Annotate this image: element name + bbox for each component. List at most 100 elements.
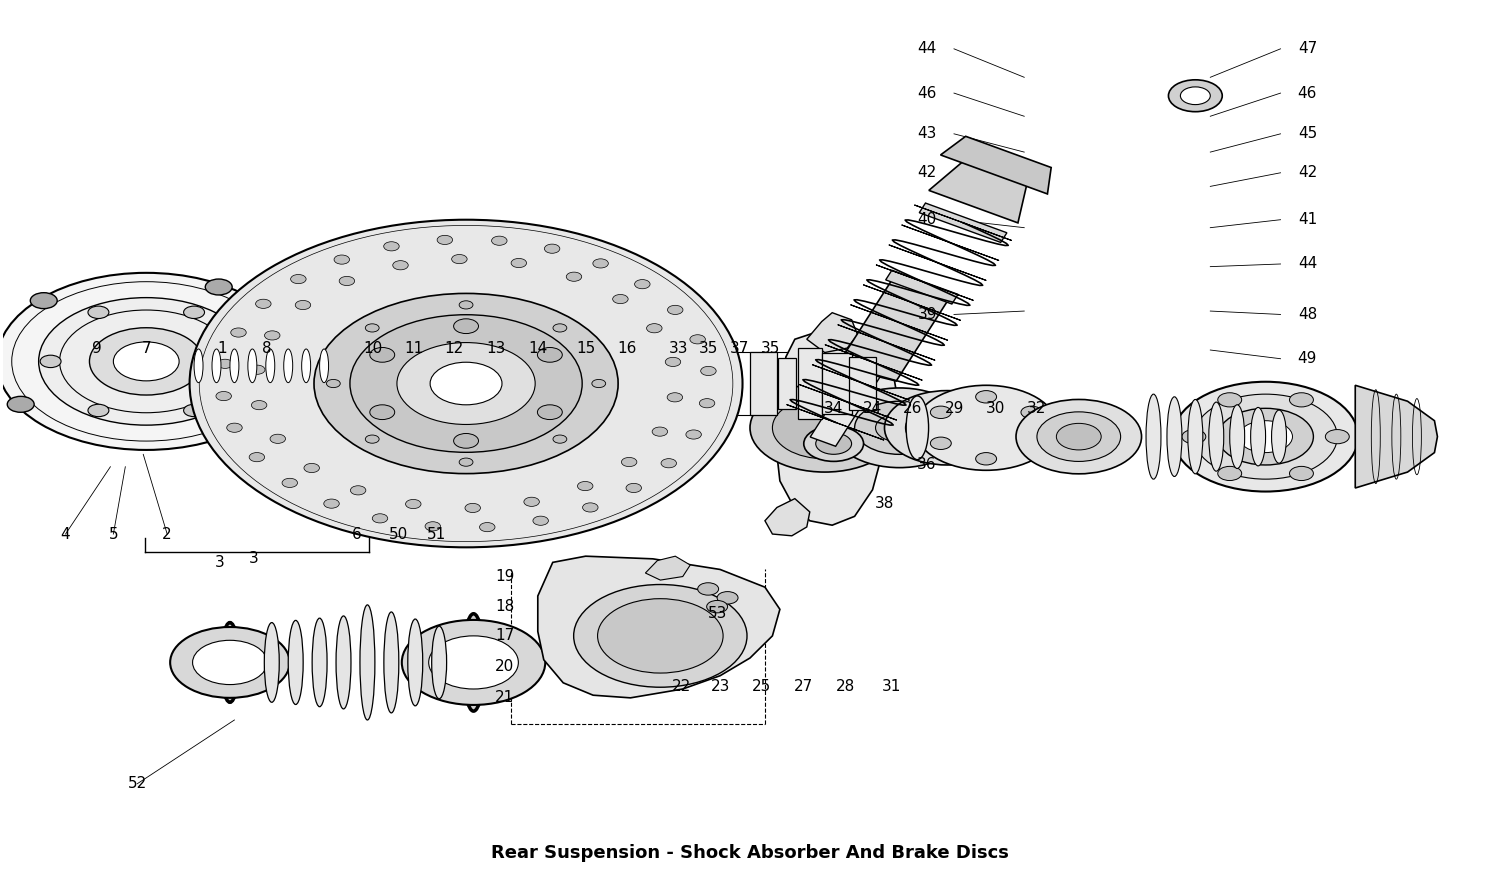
Circle shape <box>206 279 232 295</box>
Polygon shape <box>940 136 1052 194</box>
Circle shape <box>40 356 62 368</box>
Ellipse shape <box>432 626 447 699</box>
Circle shape <box>634 280 650 289</box>
Circle shape <box>524 497 540 506</box>
Circle shape <box>424 522 441 531</box>
Text: 39: 39 <box>918 307 938 322</box>
Polygon shape <box>777 331 897 525</box>
Bar <box>354 335 384 396</box>
Circle shape <box>1218 466 1242 480</box>
Circle shape <box>260 329 280 341</box>
Circle shape <box>30 292 57 308</box>
Circle shape <box>915 385 1058 470</box>
Circle shape <box>1182 429 1206 444</box>
Circle shape <box>537 405 562 420</box>
Polygon shape <box>810 366 880 446</box>
Ellipse shape <box>248 349 256 382</box>
Circle shape <box>430 363 502 405</box>
Circle shape <box>114 342 178 380</box>
Circle shape <box>554 435 567 443</box>
Circle shape <box>554 323 567 332</box>
Circle shape <box>314 293 618 474</box>
Circle shape <box>453 434 478 448</box>
Circle shape <box>664 357 681 366</box>
Text: 41: 41 <box>1298 212 1317 227</box>
Polygon shape <box>538 556 780 698</box>
Text: 46: 46 <box>1298 86 1317 101</box>
Text: 18: 18 <box>495 599 514 614</box>
Circle shape <box>592 258 609 268</box>
Circle shape <box>668 306 682 315</box>
Text: 36: 36 <box>916 457 936 472</box>
Ellipse shape <box>284 349 292 382</box>
Text: 34: 34 <box>824 401 843 416</box>
Ellipse shape <box>1146 394 1161 479</box>
Circle shape <box>216 391 231 401</box>
Circle shape <box>512 258 526 267</box>
Text: 19: 19 <box>495 569 514 584</box>
Text: 16: 16 <box>618 340 638 356</box>
Text: 1: 1 <box>217 340 228 356</box>
Circle shape <box>646 323 662 333</box>
Circle shape <box>327 380 340 388</box>
Ellipse shape <box>288 620 303 705</box>
Circle shape <box>833 388 966 468</box>
Circle shape <box>324 499 339 508</box>
Circle shape <box>1194 394 1338 479</box>
Circle shape <box>459 301 472 309</box>
Circle shape <box>39 298 254 425</box>
Circle shape <box>192 641 267 684</box>
Circle shape <box>453 319 478 333</box>
Text: 4: 4 <box>60 527 70 542</box>
Text: 37: 37 <box>730 340 748 356</box>
Text: Rear Suspension - Shock Absorber And Brake Discs: Rear Suspension - Shock Absorber And Bra… <box>490 844 1010 862</box>
Circle shape <box>1218 393 1242 407</box>
Circle shape <box>366 323 380 332</box>
Circle shape <box>366 435 380 443</box>
Text: 30: 30 <box>986 401 1005 416</box>
Circle shape <box>170 627 290 698</box>
Circle shape <box>339 276 354 285</box>
Circle shape <box>351 486 366 495</box>
Circle shape <box>626 484 642 493</box>
Bar <box>750 352 777 415</box>
Ellipse shape <box>464 614 484 711</box>
Text: 40: 40 <box>918 212 936 227</box>
Circle shape <box>393 261 408 270</box>
Circle shape <box>217 359 232 368</box>
Circle shape <box>189 220 742 547</box>
Circle shape <box>804 426 864 462</box>
Circle shape <box>772 396 877 459</box>
Circle shape <box>398 342 536 424</box>
Circle shape <box>492 236 507 245</box>
Circle shape <box>429 636 519 689</box>
Circle shape <box>260 382 280 394</box>
Ellipse shape <box>1209 402 1224 471</box>
Ellipse shape <box>384 612 399 713</box>
Circle shape <box>465 503 480 512</box>
Circle shape <box>662 459 676 468</box>
Circle shape <box>1290 466 1314 480</box>
Bar <box>822 354 852 413</box>
Text: 23: 23 <box>711 679 730 694</box>
Circle shape <box>0 273 296 450</box>
Text: 8: 8 <box>262 340 272 356</box>
Ellipse shape <box>1188 399 1203 474</box>
Text: 42: 42 <box>1298 166 1317 180</box>
Circle shape <box>1290 393 1314 407</box>
Ellipse shape <box>336 616 351 709</box>
Text: 15: 15 <box>576 340 596 356</box>
Circle shape <box>1022 406 1042 419</box>
Circle shape <box>532 516 549 526</box>
Circle shape <box>544 244 560 253</box>
Text: 14: 14 <box>528 340 548 356</box>
Polygon shape <box>1356 385 1437 488</box>
Ellipse shape <box>194 349 202 382</box>
Circle shape <box>717 592 738 604</box>
Text: 3: 3 <box>249 552 258 567</box>
Text: 47: 47 <box>1298 41 1317 56</box>
Text: 10: 10 <box>364 340 382 356</box>
Circle shape <box>876 413 924 442</box>
Circle shape <box>255 299 272 308</box>
Ellipse shape <box>1167 396 1182 477</box>
